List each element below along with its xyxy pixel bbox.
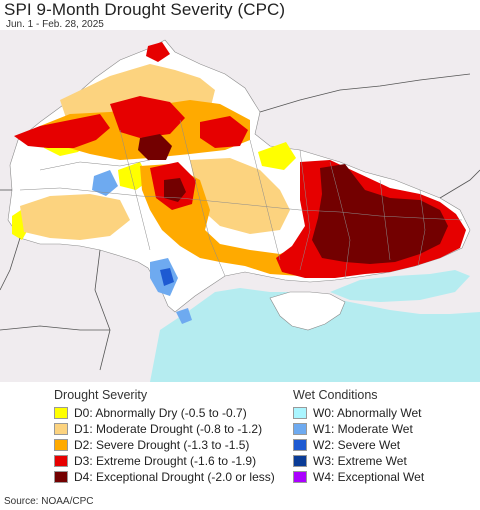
drought-legend-heading: Drought Severity [54, 388, 148, 402]
wet-legend-heading: Wet Conditions [293, 388, 378, 402]
legend-item-d4: D4: Exceptional Drought (-2.0 or less) [54, 469, 275, 485]
swatch-d3 [54, 455, 68, 467]
azov-sea [330, 270, 470, 302]
legend-label-w0: W0: Abnormally Wet [313, 406, 422, 420]
country-borders [0, 73, 480, 371]
swatch-w2 [293, 439, 307, 451]
map-header: SPI 9-Month Drought Severity (CPC) Jun. … [0, 0, 480, 30]
d4-areas [138, 134, 448, 264]
legend: Drought Severity D0: Abnormally Dry (-0.… [0, 384, 480, 494]
swatch-d4 [54, 471, 68, 483]
legend-label-w2: W2: Severe Wet [313, 438, 401, 452]
legend-item-d3: D3: Extreme Drought (-1.6 to -1.9) [54, 453, 275, 469]
wet-areas [92, 170, 192, 324]
swatch-w3 [293, 455, 307, 467]
swatch-w4 [293, 471, 307, 483]
legend-label-d0: D0: Abnormally Dry (-0.5 to -0.7) [74, 406, 247, 420]
legend-item-w1: W1: Moderate Wet [293, 421, 424, 437]
swatch-d1 [54, 423, 68, 435]
wet-legend: Wet Conditions W0: Abnormally Wet W1: Mo… [293, 384, 424, 485]
legend-label-d3: D3: Extreme Drought (-1.6 to -1.9) [74, 454, 257, 468]
legend-label-w1: W1: Moderate Wet [313, 422, 413, 436]
drought-legend: Drought Severity D0: Abnormally Dry (-0.… [54, 384, 275, 485]
source-credit: Source: NOAA/CPC [4, 496, 94, 507]
legend-label-d4: D4: Exceptional Drought (-2.0 or less) [74, 470, 275, 484]
black-sea [150, 288, 480, 382]
legend-item-w3: W3: Extreme Wet [293, 453, 424, 469]
date-range: Jun. 1 - Feb. 28, 2025 [6, 19, 104, 30]
legend-item-w0: W0: Abnormally Wet [293, 405, 424, 421]
swatch-d2 [54, 439, 68, 451]
crimea [269, 291, 346, 331]
legend-label-d1: D1: Moderate Drought (-0.8 to -1.2) [74, 422, 263, 436]
drought-map [0, 30, 480, 382]
region-borders [19, 119, 463, 279]
legend-label-d2: D2: Severe Drought (-1.3 to -1.5) [74, 438, 250, 452]
map-title: SPI 9-Month Drought Severity (CPC) [4, 0, 286, 19]
swatch-d0 [54, 407, 68, 419]
legend-item-w2: W2: Severe Wet [293, 437, 424, 453]
legend-item-d2: D2: Severe Drought (-1.3 to -1.5) [54, 437, 275, 453]
legend-item-d1: D1: Moderate Drought (-0.8 to -1.2) [54, 421, 275, 437]
swatch-w0 [293, 407, 307, 419]
swatch-w1 [293, 423, 307, 435]
legend-label-w3: W3: Extreme Wet [313, 454, 407, 468]
legend-label-w4: W4: Exceptional Wet [313, 470, 425, 484]
legend-item-w4: W4: Exceptional Wet [293, 469, 424, 485]
legend-item-d0: D0: Abnormally Dry (-0.5 to -0.7) [54, 405, 275, 421]
